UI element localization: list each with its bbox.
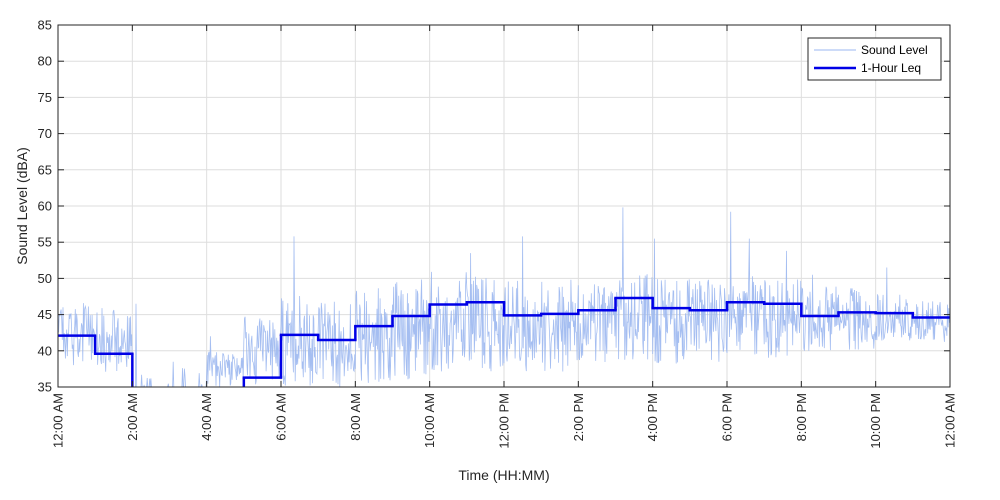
x-tick-label: 12:00 AM: [51, 393, 66, 448]
x-tick-label: 2:00 AM: [125, 393, 140, 441]
y-axis-title: Sound Level (dBA): [14, 147, 30, 265]
x-axis-title: Time (HH:MM): [458, 467, 549, 483]
series-layer: [58, 207, 950, 387]
y-tick-label: 35: [38, 380, 52, 395]
legend-label-sound-level: Sound Level: [861, 43, 928, 57]
x-tick-label: 4:00 PM: [645, 393, 660, 441]
y-tick-label: 40: [38, 343, 52, 358]
y-tick-label: 70: [38, 126, 52, 141]
x-tick-label: 6:00 AM: [274, 393, 289, 441]
x-tick-label: 8:00 PM: [794, 393, 809, 441]
y-tick-label: 50: [38, 271, 52, 286]
x-tick-label: 4:00 AM: [199, 393, 214, 441]
y-tick-label: 55: [38, 235, 52, 250]
x-tick-label: 10:00 PM: [868, 393, 883, 449]
x-tick-label: 10:00 AM: [422, 393, 437, 448]
y-tick-label: 75: [38, 90, 52, 105]
y-tick-label: 65: [38, 162, 52, 177]
axis-ticks: 35 40 45 50 55 60 65 70 75 80 85 12:00 AM 2:00 AM 4:0…: [38, 18, 958, 449]
y-tick-label: 45: [38, 307, 52, 322]
x-tick-label: 12:00 AM: [943, 393, 958, 448]
x-tick-label: 8:00 AM: [348, 393, 363, 441]
legend-box: [807, 37, 942, 81]
x-tick-label: 6:00 PM: [720, 393, 735, 441]
y-tick-label: 60: [38, 199, 52, 214]
y-tick-label: 85: [38, 18, 52, 33]
legend: Sound Level 1-Hour Leq: [807, 37, 942, 81]
gridlines: [58, 25, 950, 387]
legend-label-1-hour-leq: 1-Hour Leq: [861, 61, 921, 75]
x-tick-label: 12:00 PM: [497, 393, 512, 449]
y-tick-label: 80: [38, 54, 52, 69]
x-tick-label: 2:00 PM: [571, 393, 586, 441]
